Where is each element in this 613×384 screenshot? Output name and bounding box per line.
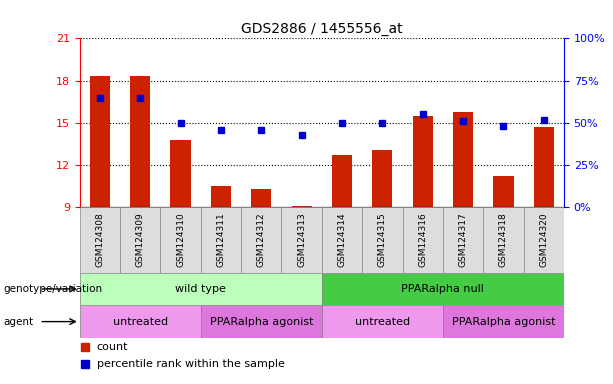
Bar — [89, 76, 110, 207]
Bar — [322, 305, 443, 338]
Bar — [161, 207, 201, 273]
Bar — [372, 150, 392, 207]
Text: GSM124310: GSM124310 — [176, 213, 185, 267]
Bar — [80, 207, 120, 273]
Bar — [80, 305, 201, 338]
Bar — [332, 155, 352, 207]
Bar — [120, 207, 161, 273]
Bar — [443, 305, 564, 338]
Text: GSM124312: GSM124312 — [257, 213, 266, 267]
Bar — [483, 207, 524, 273]
Bar — [322, 273, 564, 305]
Bar — [201, 305, 322, 338]
Bar — [80, 273, 322, 305]
Bar — [443, 207, 483, 273]
Bar — [453, 112, 473, 207]
Text: wild type: wild type — [175, 284, 226, 294]
Text: GSM124313: GSM124313 — [297, 213, 306, 267]
Text: PPARalpha agonist: PPARalpha agonist — [210, 316, 313, 327]
Bar — [403, 207, 443, 273]
Text: genotype/variation: genotype/variation — [3, 284, 102, 294]
Text: GSM124316: GSM124316 — [418, 213, 427, 267]
Bar — [130, 76, 150, 207]
Bar — [201, 207, 241, 273]
Bar — [292, 206, 312, 207]
Bar — [534, 127, 554, 207]
Bar — [493, 176, 514, 207]
Bar — [322, 207, 362, 273]
Bar — [362, 207, 403, 273]
Bar — [251, 189, 272, 207]
Bar — [524, 207, 564, 273]
Text: PPARalpha null: PPARalpha null — [402, 284, 484, 294]
Text: count: count — [97, 341, 128, 352]
Text: GSM124309: GSM124309 — [135, 213, 145, 267]
Bar — [281, 207, 322, 273]
Text: untreated: untreated — [355, 316, 410, 327]
Text: percentile rank within the sample: percentile rank within the sample — [97, 359, 284, 369]
Text: GSM124315: GSM124315 — [378, 213, 387, 267]
Text: GSM124317: GSM124317 — [459, 213, 468, 267]
Text: agent: agent — [3, 316, 33, 327]
Bar — [170, 140, 191, 207]
Bar — [413, 116, 433, 207]
Text: GSM124320: GSM124320 — [539, 213, 548, 267]
Text: GSM124314: GSM124314 — [338, 213, 346, 267]
Title: GDS2886 / 1455556_at: GDS2886 / 1455556_at — [241, 22, 403, 36]
Bar — [241, 207, 281, 273]
Text: GSM124308: GSM124308 — [96, 213, 104, 267]
Text: untreated: untreated — [113, 316, 168, 327]
Text: GSM124318: GSM124318 — [499, 213, 508, 267]
Bar — [211, 186, 231, 207]
Text: GSM124311: GSM124311 — [216, 213, 226, 267]
Text: PPARalpha agonist: PPARalpha agonist — [452, 316, 555, 327]
